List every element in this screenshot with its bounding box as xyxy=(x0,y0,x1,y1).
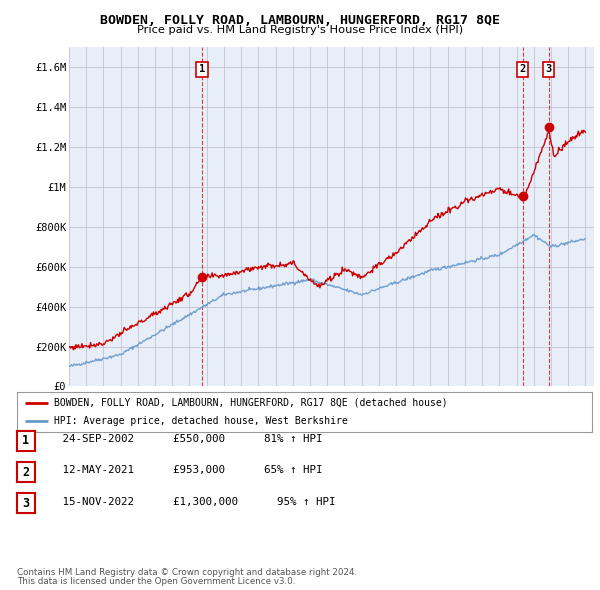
Text: HPI: Average price, detached house, West Berkshire: HPI: Average price, detached house, West… xyxy=(54,416,348,426)
Text: 15-NOV-2022      £1,300,000      95% ↑ HPI: 15-NOV-2022 £1,300,000 95% ↑ HPI xyxy=(43,497,336,506)
Text: 1: 1 xyxy=(199,64,205,74)
Text: This data is licensed under the Open Government Licence v3.0.: This data is licensed under the Open Gov… xyxy=(17,577,295,586)
Text: 12-MAY-2021      £953,000      65% ↑ HPI: 12-MAY-2021 £953,000 65% ↑ HPI xyxy=(43,466,323,475)
Text: BOWDEN, FOLLY ROAD, LAMBOURN, HUNGERFORD, RG17 8QE (detached house): BOWDEN, FOLLY ROAD, LAMBOURN, HUNGERFORD… xyxy=(54,398,448,408)
Text: Contains HM Land Registry data © Crown copyright and database right 2024.: Contains HM Land Registry data © Crown c… xyxy=(17,568,357,576)
Text: BOWDEN, FOLLY ROAD, LAMBOURN, HUNGERFORD, RG17 8QE: BOWDEN, FOLLY ROAD, LAMBOURN, HUNGERFORD… xyxy=(100,14,500,27)
Text: 2: 2 xyxy=(520,64,526,74)
Text: 3: 3 xyxy=(22,497,29,510)
Text: Price paid vs. HM Land Registry's House Price Index (HPI): Price paid vs. HM Land Registry's House … xyxy=(137,25,463,35)
Text: 1: 1 xyxy=(22,434,29,447)
Text: 2: 2 xyxy=(22,466,29,478)
Text: 3: 3 xyxy=(545,64,552,74)
Text: 24-SEP-2002      £550,000      81% ↑ HPI: 24-SEP-2002 £550,000 81% ↑ HPI xyxy=(43,434,323,444)
